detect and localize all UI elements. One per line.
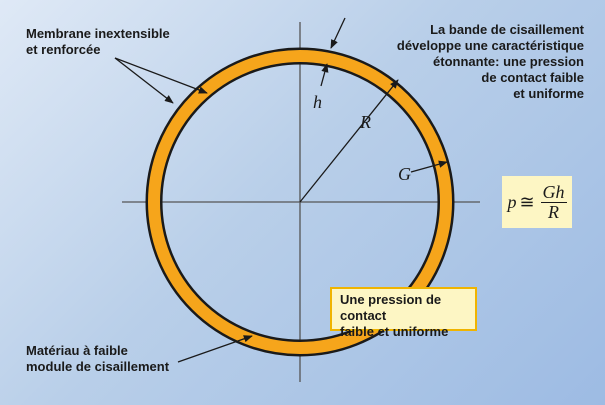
shear-band-label-line5: et uniforme bbox=[513, 86, 584, 101]
shear-band-label-line1: La bande de cisaillement bbox=[430, 22, 584, 37]
pressure-callout-line2: faible et uniforme bbox=[340, 324, 449, 339]
thickness-arrow-outer bbox=[330, 17, 346, 49]
thickness-arrow-inner bbox=[320, 63, 329, 87]
thickness-symbol: h bbox=[313, 92, 322, 112]
radius-arrow bbox=[299, 79, 399, 203]
shear-modulus-symbol: G bbox=[398, 164, 411, 184]
pressure-callout-line1: Une pression de contact bbox=[340, 292, 442, 323]
membrane-label-line2: et renforcée bbox=[26, 42, 101, 57]
formula-fraction: Gh R bbox=[540, 181, 567, 222]
formula-denominator: R bbox=[548, 201, 560, 222]
shear-band-fill bbox=[148, 50, 452, 354]
material-label-line1: Matériau à faible bbox=[26, 343, 128, 358]
material-label: Matériau à faible module de cisaillement bbox=[26, 343, 169, 375]
shear-band-label-line2: développe une caractéristique bbox=[396, 38, 584, 53]
membrane-leader-outer bbox=[114, 57, 174, 104]
pressure-formula: p ≅ Gh R bbox=[502, 176, 572, 228]
material-label-line2: module de cisaillement bbox=[26, 359, 170, 374]
shear-band-label: La bande de cisaillement développe une c… bbox=[368, 22, 584, 102]
radius-symbol: R bbox=[360, 112, 371, 132]
formula-relation: ≅ bbox=[519, 191, 535, 212]
formula-lhs: p bbox=[507, 191, 517, 212]
shear-band-label-line4: de contact faible bbox=[481, 70, 584, 85]
membrane-label: Membrane inextensible et renforcée bbox=[26, 26, 170, 58]
material-leader bbox=[177, 335, 253, 363]
pressure-callout: Une pression de contact faible et unifor… bbox=[330, 287, 477, 339]
membrane-leader-inner bbox=[114, 57, 208, 94]
shear-band-label-line3: étonnante: une pression bbox=[433, 54, 584, 69]
membrane-label-line1: Membrane inextensible bbox=[26, 26, 170, 41]
modulus-leader bbox=[410, 160, 448, 173]
formula-numerator: Gh bbox=[540, 181, 567, 203]
